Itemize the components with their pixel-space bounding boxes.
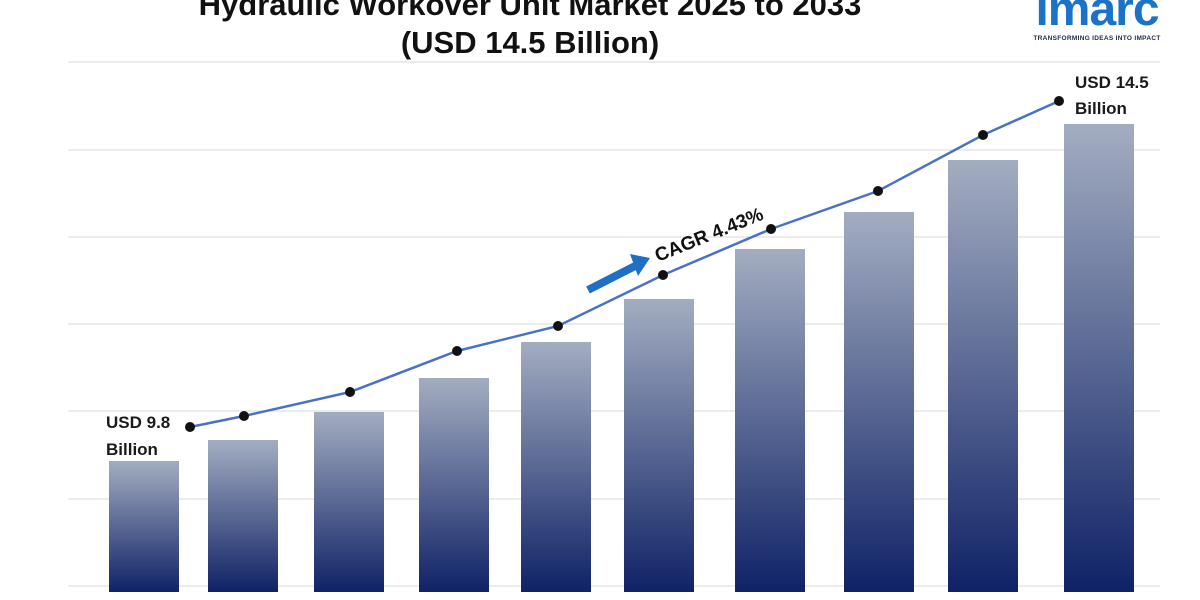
chart-title: Hydraulic Workover Unit Market 2025 to 2… bbox=[0, 0, 1060, 62]
end-value-label-line-2: Billion bbox=[1075, 99, 1127, 118]
bar-5 bbox=[521, 342, 591, 592]
trend-point-9 bbox=[978, 130, 988, 140]
trend-point-8 bbox=[873, 186, 883, 196]
trend-polyline bbox=[189, 99, 1060, 429]
trend-point-1 bbox=[185, 422, 195, 432]
arrow-head bbox=[630, 254, 650, 276]
bar-6 bbox=[624, 299, 694, 592]
start-value-label-line-2: Billion bbox=[106, 440, 158, 459]
bar-1 bbox=[109, 461, 179, 592]
bar-10 bbox=[1064, 124, 1134, 592]
trend-line bbox=[189, 99, 1060, 429]
end-value-label-line-1: USD 14.5 bbox=[1075, 73, 1149, 92]
trend-point-2 bbox=[239, 411, 249, 421]
trend-point-3 bbox=[345, 387, 355, 397]
imarc-logo: imarc TRANSFORMING IDEAS INTO IMPACT bbox=[1022, 0, 1172, 42]
bar-9 bbox=[948, 160, 1018, 592]
bar-2 bbox=[208, 440, 278, 592]
bar-7 bbox=[735, 249, 805, 592]
logo-tagline: TRANSFORMING IDEAS INTO IMPACT bbox=[1033, 35, 1161, 42]
bars bbox=[109, 124, 1134, 592]
trend-point-6 bbox=[658, 270, 668, 280]
title-line-1: Hydraulic Workover Unit Market 2025 to 2… bbox=[198, 0, 862, 22]
trend-point-10 bbox=[1054, 96, 1064, 106]
trend-markers bbox=[185, 96, 1064, 432]
bar-3 bbox=[314, 412, 384, 592]
logo-wordmark: imarc bbox=[1035, 0, 1159, 36]
trend-point-4 bbox=[452, 346, 462, 356]
arrow-shaft bbox=[586, 262, 637, 294]
title-line-2: (USD 14.5 Billion) bbox=[400, 25, 660, 60]
bar-8 bbox=[844, 212, 914, 592]
bar-4 bbox=[419, 378, 489, 592]
trend-point-5 bbox=[553, 321, 563, 331]
trend-point-7 bbox=[766, 224, 776, 234]
start-value-label-line-1: USD 9.8 bbox=[106, 413, 170, 432]
cagr-arrow bbox=[586, 254, 650, 294]
